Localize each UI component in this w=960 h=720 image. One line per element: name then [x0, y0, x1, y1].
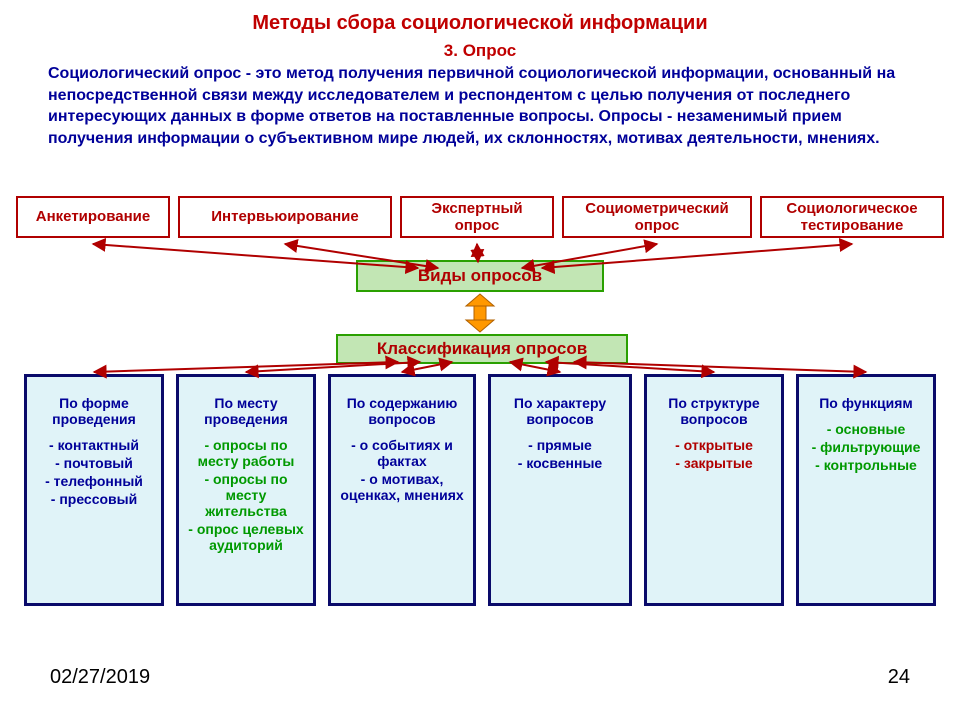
class-item: - опросы по месту работы	[185, 437, 307, 469]
class-item: - телефонный	[33, 473, 155, 489]
class-items: - прямые - косвенные	[497, 437, 623, 471]
class-items: - контактный - почтовый - телефонный - прес…	[33, 437, 155, 507]
class-item: - о событиях и фактах	[337, 437, 467, 469]
types-box: Виды опросов	[356, 260, 604, 292]
class-item: - контрольные	[805, 457, 927, 473]
class-item: - закрытые	[653, 455, 775, 471]
classification-box: Классификация опросов	[336, 334, 628, 364]
class-item: - опросы по месту жительства	[185, 471, 307, 519]
survey-type-box-1: Интервьюирование	[178, 196, 392, 238]
class-heading: По форме проведения	[33, 395, 155, 427]
class-items: - опросы по месту работы- опросы по мест…	[185, 437, 307, 553]
class-items: - основные - фильтрующие - контрольные	[805, 421, 927, 473]
class-item: - косвенные	[497, 455, 623, 471]
class-heading: По функциям	[805, 395, 927, 411]
intro-paragraph: Социологический опрос - это метод получе…	[48, 63, 918, 149]
class-item: - почтовый	[33, 455, 155, 471]
class-box-5: По функциям - основные - фильтрующие - кон…	[796, 374, 936, 606]
survey-type-box-3: Социометрический опрос	[562, 196, 752, 238]
survey-type-label: Социологическое тестирование	[786, 200, 917, 235]
survey-type-box-0: Анкетирование	[16, 196, 170, 238]
class-box-3: По характеру вопросов - прямые - косвенны…	[488, 374, 632, 606]
class-box-1: По месту проведения - опросы по месту ра…	[176, 374, 316, 606]
class-heading: По характеру вопросов	[497, 395, 623, 427]
survey-type-label: Социометрический опрос	[585, 200, 729, 235]
class-heading: По структуре вопросов	[653, 395, 775, 427]
class-item: - фильтрующие	[805, 439, 927, 455]
footer-page: 24	[888, 666, 910, 689]
class-item: - прямые	[497, 437, 623, 453]
class-item: - контактный	[33, 437, 155, 453]
class-item: - о мотивах, оценках, мнениях	[337, 471, 467, 503]
main-title: Методы сбора социологической информации	[0, 12, 960, 35]
survey-type-label: Интервьюирование	[211, 208, 358, 225]
class-box-2: По содержанию вопросов - о событиях и фа…	[328, 374, 476, 606]
sub-title: 3. Опрос	[0, 41, 960, 61]
class-item: - открытые	[653, 437, 775, 453]
class-item: - основные	[805, 421, 927, 437]
class-items: - о событиях и фактах- о мотивах, оценка…	[337, 437, 467, 503]
class-box-4: По структуре вопросов - открытые - закрыт…	[644, 374, 784, 606]
survey-type-label: Анкетирование	[36, 208, 150, 225]
class-items: - открытые - закрытые	[653, 437, 775, 471]
class-heading: По месту проведения	[185, 395, 307, 427]
classification-label: Классификация опросов	[377, 339, 587, 359]
survey-type-box-4: Социологическое тестирование	[760, 196, 944, 238]
survey-type-label: Экспертный опрос	[431, 200, 522, 235]
footer-date: 02/27/2019	[50, 666, 150, 689]
types-label: Виды опросов	[418, 266, 542, 286]
survey-type-box-2: Экспертный опрос	[400, 196, 554, 238]
class-heading: По содержанию вопросов	[337, 395, 467, 427]
class-item: - прессовый	[33, 491, 155, 507]
class-box-0: По форме проведения - контактный - почтов…	[24, 374, 164, 606]
class-item: - опрос целевых аудиторий	[185, 521, 307, 553]
